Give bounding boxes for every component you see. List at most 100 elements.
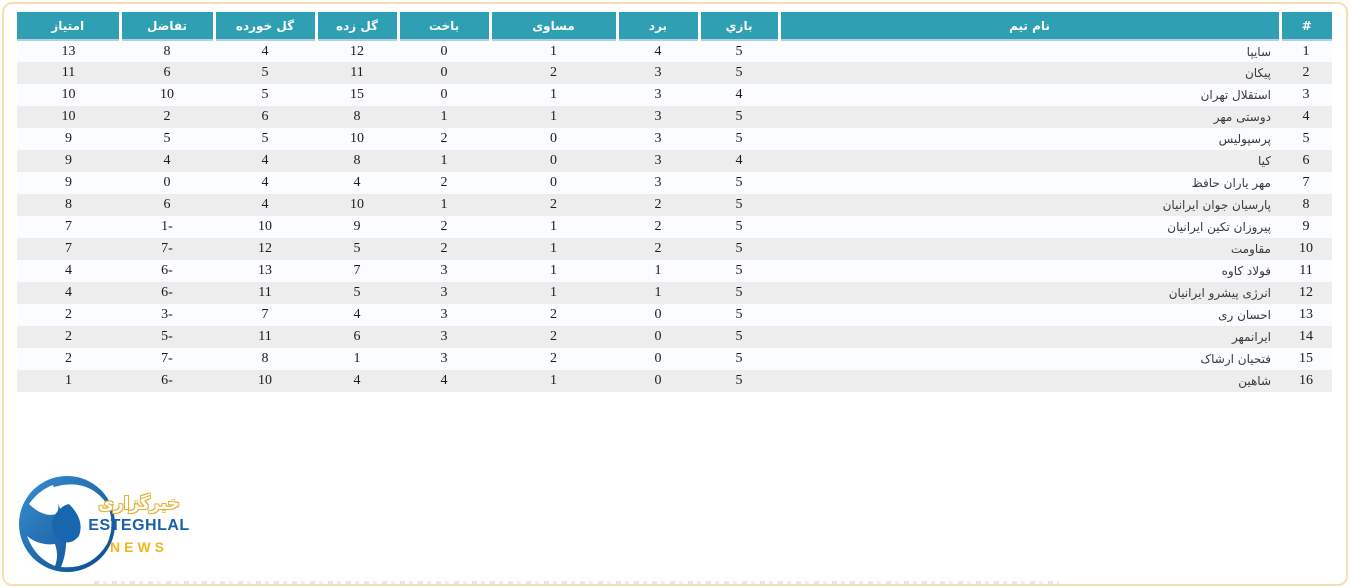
cell-points: 10 bbox=[61, 87, 76, 102]
cell-draws: 2 bbox=[550, 307, 557, 322]
logo-esteghlal-label: ESTEGHLAL bbox=[88, 517, 190, 534]
logo-farsi-label: خبرگزاری bbox=[98, 494, 180, 514]
cell-points: 13 bbox=[17, 39, 120, 62]
cell-losses: 3 bbox=[440, 263, 448, 278]
cell-goals_against: 12 bbox=[258, 241, 272, 256]
cell-draws: 2 bbox=[550, 197, 557, 212]
cell-losses: 1 bbox=[440, 197, 448, 212]
cell-played: 5 bbox=[735, 109, 743, 124]
cell-diff: 4 bbox=[163, 153, 171, 168]
table-row: 10 مقاومت 5 2 1 2 5 12 7- 7 bbox=[17, 238, 1332, 260]
cell-team: فتحیان ارشاک bbox=[1200, 352, 1271, 366]
cell-goals_for: 12 bbox=[316, 39, 398, 62]
cell-points: 7 bbox=[65, 219, 72, 234]
cell-diff: 1- bbox=[161, 219, 173, 234]
cell-goals_against: 5 bbox=[261, 87, 269, 102]
column-header-rank: # bbox=[1278, 12, 1332, 40]
cell-rank: 12 bbox=[1299, 285, 1313, 300]
table-row: 14 ایرانمهر 5 0 2 3 6 11 5- 2 bbox=[17, 326, 1332, 348]
cell-goals_for: 5 bbox=[353, 285, 361, 300]
cell-rank: 5 bbox=[1302, 131, 1310, 146]
cell-losses: 2 bbox=[440, 241, 448, 256]
cell-team: احسان ری bbox=[1218, 308, 1271, 322]
cell-diff: 7- bbox=[161, 241, 173, 256]
cell-team: پیکان bbox=[1244, 66, 1271, 80]
cell-goals_for: 9 bbox=[353, 219, 361, 234]
cell-wins: 2 bbox=[654, 241, 662, 256]
league-table-container: # نام تیم بازي برد مساوی باخت گل زده گل خورده تف… bbox=[17, 12, 1334, 392]
column-header-points: امتیاز bbox=[17, 12, 120, 40]
cell-rank: 13 bbox=[1299, 307, 1313, 322]
cell-draws: 1 bbox=[550, 263, 557, 278]
cell-played: 5 bbox=[735, 263, 743, 278]
cell-points: 11 bbox=[61, 65, 76, 80]
cell-rank: 1 bbox=[1280, 39, 1332, 62]
cell-draws: 1 bbox=[490, 39, 617, 62]
table-row: 4 دوستی مهر 5 3 1 1 8 6 2 10 bbox=[17, 106, 1332, 128]
cell-diff: 8 bbox=[120, 39, 214, 62]
cell-losses: 3 bbox=[440, 285, 448, 300]
cell-rank: 7 bbox=[1302, 175, 1310, 190]
cell-draws: 1 bbox=[550, 285, 557, 300]
cell-draws: 1 bbox=[550, 219, 557, 234]
cell-goals_against: 6 bbox=[261, 109, 269, 124]
column-header-losses: باخت bbox=[396, 12, 490, 40]
cell-losses: 2 bbox=[440, 219, 448, 234]
cell-played: 5 bbox=[735, 65, 743, 80]
soccer-ball-icon bbox=[19, 476, 115, 572]
column-header-played: بازي bbox=[697, 12, 779, 40]
column-header-goals_for: گل زده bbox=[314, 12, 398, 40]
cell-points: 8 bbox=[65, 197, 72, 212]
cell-goals_for: 10 bbox=[350, 131, 364, 146]
cell-played: 5 bbox=[735, 285, 743, 300]
cell-points: 2 bbox=[65, 351, 72, 366]
cell-team: مقاومت bbox=[1230, 242, 1271, 256]
column-header-draws: مساوی bbox=[488, 12, 617, 40]
cell-draws: 0 bbox=[550, 131, 557, 146]
cell-goals_for: 4 bbox=[353, 175, 361, 190]
cell-wins: 0 bbox=[654, 329, 662, 344]
cell-rank: 15 bbox=[1299, 351, 1313, 366]
cell-draws: 2 bbox=[550, 65, 557, 80]
column-header-diff: تفاضل bbox=[118, 12, 214, 40]
cell-wins: 3 bbox=[654, 131, 662, 146]
cell-draws: 1 bbox=[550, 87, 557, 102]
cell-team: شاهین bbox=[1238, 374, 1271, 388]
table-row: 6 کیا 4 3 0 1 8 4 4 9 bbox=[17, 150, 1332, 172]
table-row: 9 پیروزان تکین ایرانیان 5 2 1 2 9 10 1- 7 bbox=[17, 216, 1332, 238]
cell-losses: 2 bbox=[440, 175, 448, 190]
logo-news-label: NEWS bbox=[110, 539, 168, 555]
table-row: 5 پرسپولیس 5 3 0 2 10 5 5 9 bbox=[17, 128, 1332, 150]
cell-wins: 0 bbox=[654, 307, 662, 322]
cell-wins: 3 bbox=[654, 175, 662, 190]
cell-played: 5 bbox=[735, 351, 743, 366]
table-row: 15 فتحیان ارشاک 5 0 2 3 1 8 7- 2 bbox=[17, 348, 1332, 370]
cell-losses: 0 bbox=[398, 39, 490, 62]
column-header-team: نام تیم bbox=[777, 12, 1280, 40]
cell-draws: 1 bbox=[550, 241, 557, 256]
table-row: 7 مهر یاران حافظ 5 3 0 2 4 4 0 9 bbox=[17, 172, 1332, 194]
cell-draws: 2 bbox=[550, 329, 557, 344]
cell-losses: 4 bbox=[440, 373, 448, 388]
cell-diff: 6- bbox=[161, 373, 173, 388]
cell-losses: 2 bbox=[440, 131, 448, 146]
cell-played: 5 bbox=[735, 197, 743, 212]
cell-rank: 6 bbox=[1302, 153, 1310, 168]
column-header-wins: برد bbox=[615, 12, 699, 40]
cell-wins: 3 bbox=[654, 153, 662, 168]
cell-goals_against: 11 bbox=[258, 329, 272, 344]
cell-rank: 2 bbox=[1302, 65, 1310, 80]
league-standings-table: # نام تیم بازي برد مساوی باخت گل زده گل خورده تف… bbox=[17, 12, 1332, 392]
cell-goals_against: 4 bbox=[261, 197, 269, 212]
cell-team: پرسپولیس bbox=[1218, 132, 1271, 146]
cell-goals_for: 11 bbox=[350, 65, 364, 80]
cell-team: انرژی پیشرو ایرانیان bbox=[1168, 286, 1271, 300]
cell-diff: 2 bbox=[163, 109, 171, 124]
cell-played: 4 bbox=[735, 87, 743, 102]
cell-team: پارسیان جوان ایرانیان bbox=[1162, 198, 1271, 212]
cell-wins: 1 bbox=[654, 263, 662, 278]
cell-points: 2 bbox=[65, 329, 72, 344]
cell-losses: 1 bbox=[440, 153, 448, 168]
cell-goals_for: 8 bbox=[353, 109, 361, 124]
